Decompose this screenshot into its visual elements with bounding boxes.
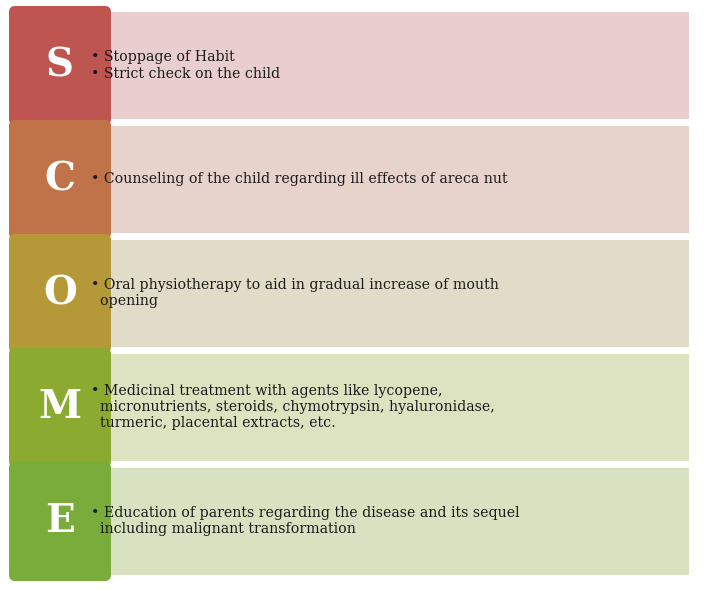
Text: opening: opening xyxy=(91,295,158,308)
Text: • Stoppage of Habit: • Stoppage of Habit xyxy=(91,50,234,65)
Text: C: C xyxy=(44,160,75,198)
Polygon shape xyxy=(49,12,689,119)
Polygon shape xyxy=(49,354,689,461)
Text: turmeric, placental extracts, etc.: turmeric, placental extracts, etc. xyxy=(91,416,336,431)
Polygon shape xyxy=(49,240,689,347)
Text: S: S xyxy=(46,46,74,84)
Text: M: M xyxy=(39,388,82,426)
FancyBboxPatch shape xyxy=(9,120,111,239)
Text: E: E xyxy=(45,503,75,541)
Polygon shape xyxy=(49,468,689,575)
Text: micronutrients, steroids, chymotrypsin, hyaluronidase,: micronutrients, steroids, chymotrypsin, … xyxy=(91,400,494,415)
Text: • Medicinal treatment with agents like lycopene,: • Medicinal treatment with agents like l… xyxy=(91,384,442,399)
Text: O: O xyxy=(43,274,77,312)
Text: • Education of parents regarding the disease and its sequel: • Education of parents regarding the dis… xyxy=(91,507,520,520)
Text: • Counseling of the child regarding ill effects of areca nut: • Counseling of the child regarding ill … xyxy=(91,172,508,187)
FancyBboxPatch shape xyxy=(9,348,111,467)
Text: including malignant transformation: including malignant transformation xyxy=(91,523,356,536)
Text: • Strict check on the child: • Strict check on the child xyxy=(91,67,280,81)
FancyBboxPatch shape xyxy=(9,462,111,581)
FancyBboxPatch shape xyxy=(9,6,111,125)
Polygon shape xyxy=(49,126,689,233)
Text: • Oral physiotherapy to aid in gradual increase of mouth: • Oral physiotherapy to aid in gradual i… xyxy=(91,279,498,292)
FancyBboxPatch shape xyxy=(9,234,111,353)
